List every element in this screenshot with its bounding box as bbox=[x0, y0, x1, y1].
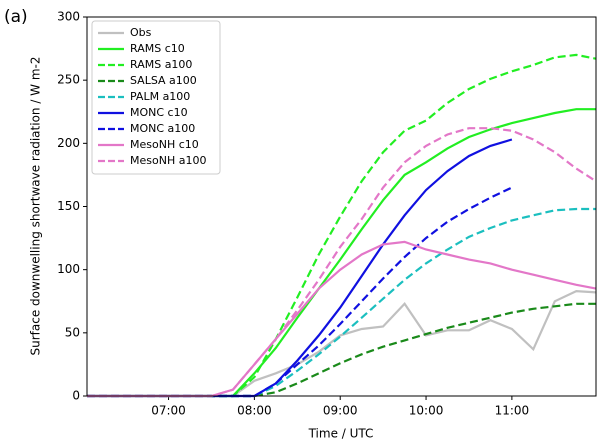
legend-label: SALSA a100 bbox=[130, 74, 197, 87]
series-line bbox=[87, 127, 597, 398]
legend-box bbox=[91, 20, 221, 175]
y-tick-label: 200 bbox=[57, 136, 80, 150]
legend-label: MONC c10 bbox=[130, 106, 188, 119]
x-tick-label: 09:00 bbox=[323, 404, 358, 418]
series-line bbox=[87, 207, 596, 398]
legend-label: MONC a100 bbox=[130, 122, 195, 135]
x-tick-label: 07:00 bbox=[151, 404, 186, 418]
series-line bbox=[87, 289, 597, 398]
y-tick-label: 150 bbox=[57, 199, 80, 213]
y-tick-label: 50 bbox=[65, 325, 80, 339]
legend-label: RAMS a100 bbox=[130, 58, 192, 71]
legend-label: MesoNH c10 bbox=[130, 138, 199, 151]
series-line bbox=[87, 53, 597, 398]
legend-label: Obs bbox=[130, 26, 152, 39]
series-line bbox=[87, 240, 597, 398]
legend-label: MesoNH a100 bbox=[130, 154, 206, 167]
y-tick-label: 0 bbox=[72, 389, 80, 403]
series-line bbox=[87, 138, 513, 398]
legend-label: PALM a100 bbox=[130, 90, 190, 103]
y-tick-label: 300 bbox=[57, 10, 80, 24]
x-tick-label: 08:00 bbox=[237, 404, 272, 418]
series-line bbox=[87, 302, 596, 398]
x-tick-label: 11:00 bbox=[495, 404, 530, 418]
legend-label: RAMS c10 bbox=[130, 42, 185, 55]
x-axis-label: Time / UTC bbox=[308, 427, 374, 441]
panel-label: (a) bbox=[4, 7, 28, 27]
y-axis-label: Surface downwelling shortwave radiation … bbox=[29, 56, 43, 355]
y-tick-label: 100 bbox=[57, 262, 80, 276]
plot-frame bbox=[86, 16, 597, 397]
y-tick-label: 250 bbox=[57, 73, 80, 87]
x-tick-label: 10:00 bbox=[409, 404, 444, 418]
